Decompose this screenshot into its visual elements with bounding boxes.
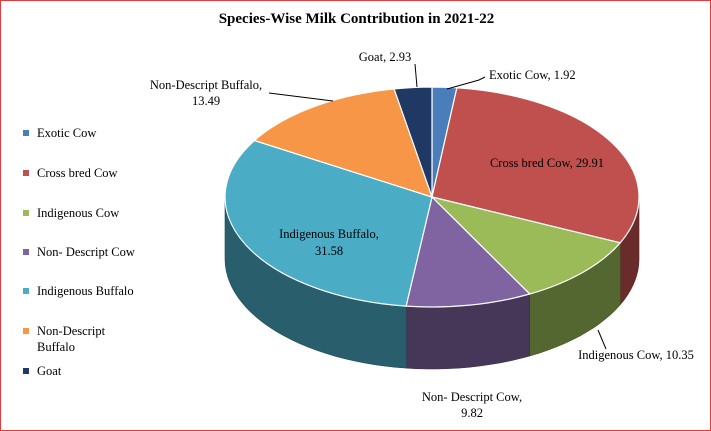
legend-label: Non- Descript Cow: [37, 245, 135, 259]
slice-label-goat: Goat, 2.93: [359, 50, 411, 64]
slice-label-indigenous-buffalo: Indigenous Buffalo, 31.58: [279, 227, 379, 258]
slice-label-non-descript-cow: Non- Descript Cow, 9.82: [422, 390, 522, 420]
slice-label-indigenous-cow: Indigenous Cow, 10.35: [578, 348, 694, 362]
leader-line-exotic-cow: [446, 76, 486, 90]
slice-indigenous-buffalo: [224, 139, 433, 307]
legend-label: Exotic Cow: [37, 126, 97, 140]
slice-non-descript-cow: [405, 195, 531, 308]
legend-swatch: [23, 249, 29, 255]
legend-swatch: [23, 170, 29, 176]
legend-swatch: [23, 210, 29, 216]
legend-swatch: [23, 130, 29, 136]
slice-label-non-descript-buffalo: Non-Descript Buffalo, 13.49: [150, 78, 262, 108]
legend-label: Cross bred Cow: [37, 166, 118, 180]
legend-label: Non-Descript Buffalo: [37, 324, 106, 354]
slice-label-cross-bred-cow: Cross bred Cow, 29.91: [490, 156, 604, 170]
slice-label-exotic-cow: Exotic Cow, 1.92: [489, 68, 576, 82]
slice-indigenous-cow: [430, 195, 622, 295]
leader-line-goat: [414, 63, 418, 88]
legend-label: Goat: [37, 364, 62, 378]
legend-label: Indigenous Buffalo: [37, 284, 134, 298]
legend-swatch: [23, 328, 29, 334]
legend-label: Indigenous Cow: [37, 206, 120, 220]
leader-line-indigenous-cow: [597, 329, 607, 350]
slice-goat: [393, 86, 433, 198]
legend-swatch: [23, 288, 29, 294]
slice-cross-bred-cow: [431, 87, 640, 244]
chart-title: Species-Wise Milk Contribution in 2021-2…: [218, 11, 495, 27]
legend-swatch: [23, 368, 29, 374]
slice-non-descript-buffalo: [253, 88, 433, 198]
leader-line-non-descript-buffalo: [268, 92, 334, 102]
